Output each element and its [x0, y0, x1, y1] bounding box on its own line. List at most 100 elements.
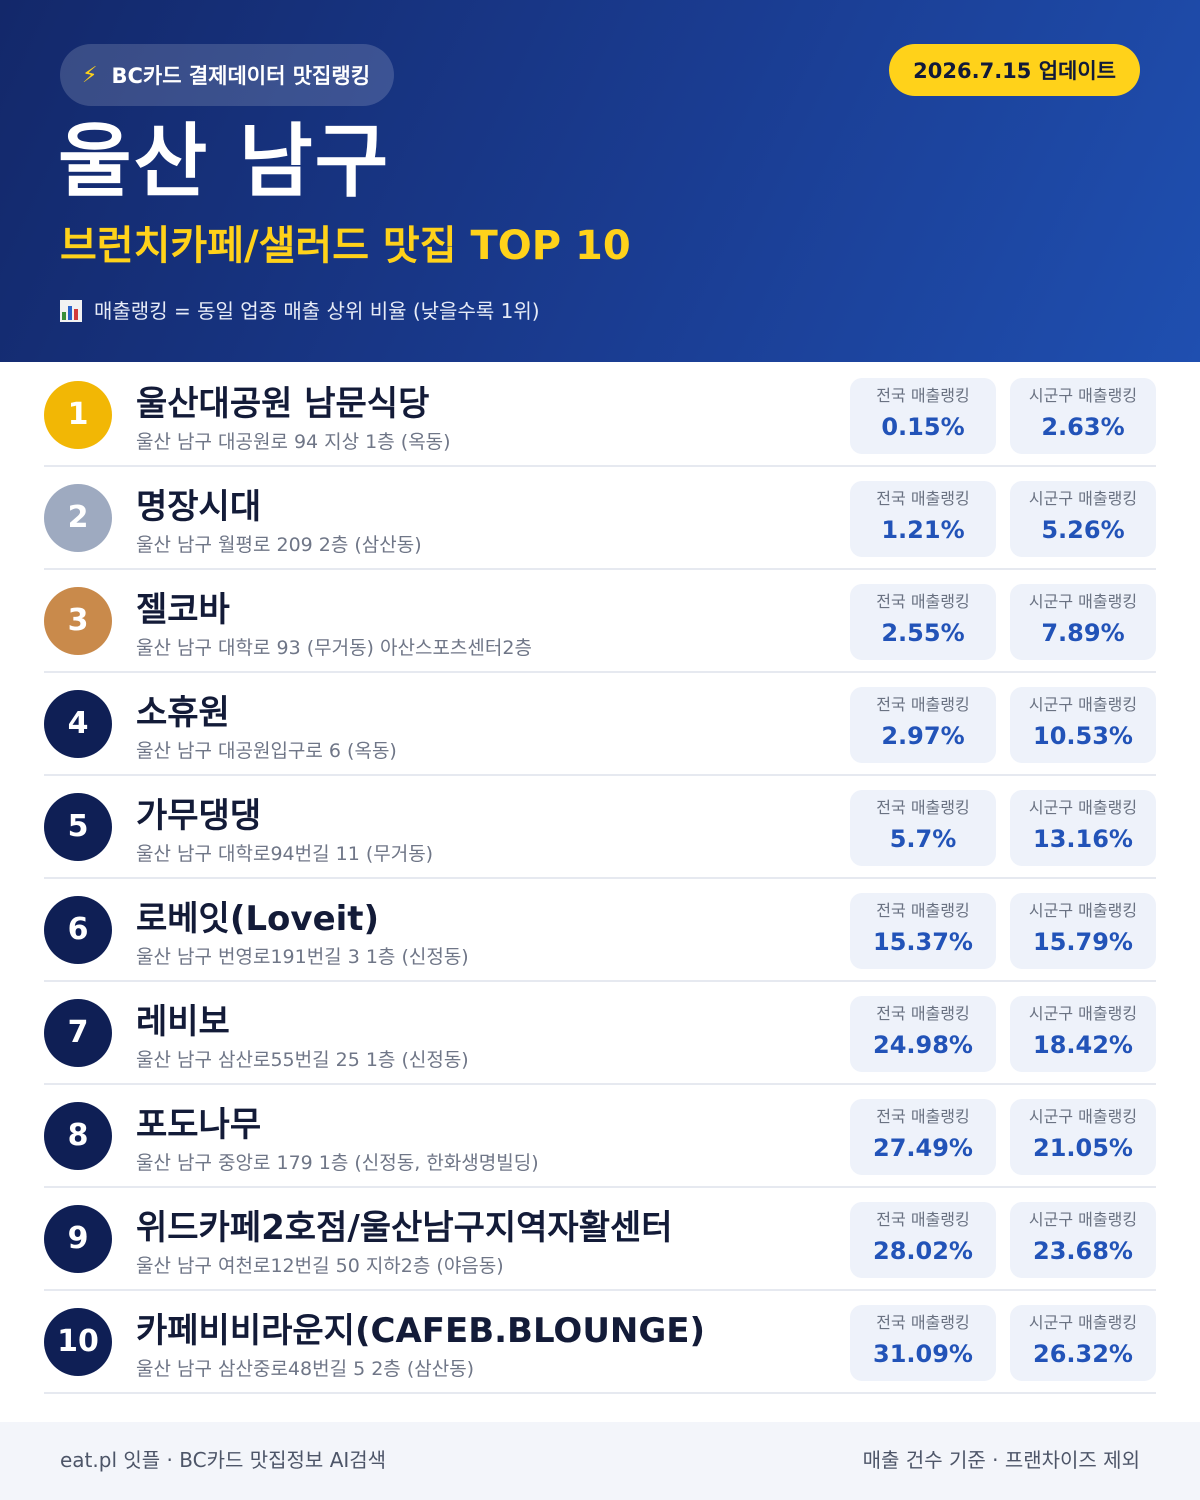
rank-badge: 8: [44, 1101, 112, 1170]
list-item[interactable]: 2 명장시대 울산 남구 월평로 209 2층 (삼산동) 전국 매출랭킹 1.…: [44, 467, 1156, 570]
restaurant-address: 울산 남구 삼산중로48번길 5 2층 (삼산동): [136, 1358, 475, 1380]
ranking-note-text: 매출랭킹 = 동일 업종 매출 상위 비율 (낮을수록 1위): [94, 299, 540, 323]
footer-source: eat.pl 잇플 · BC카드 맛집정보 AI검색: [60, 1448, 387, 1472]
district-ranking-card: 시군구 매출랭킹 5.26%: [1010, 481, 1156, 557]
national-ranking-card: 전국 매출랭킹 31.09%: [850, 1305, 996, 1381]
national-ranking-value: 0.15%: [881, 413, 965, 441]
district-ranking-value: 23.68%: [1033, 1237, 1133, 1265]
district-ranking-card: 시군구 매출랭킹 7.89%: [1010, 584, 1156, 660]
list-item[interactable]: 7 레비보 울산 남구 삼산로55번길 25 1층 (신정동) 전국 매출랭킹 …: [44, 982, 1156, 1085]
district-ranking-card: 시군구 매출랭킹 21.05%: [1010, 1099, 1156, 1175]
national-ranking-label: 전국 매출랭킹: [876, 798, 970, 817]
district-ranking-value: 5.26%: [1041, 516, 1125, 544]
restaurant-address: 울산 남구 삼산로55번길 25 1층 (신정동): [136, 1049, 469, 1071]
source-badge: ⚡ BC카드 결제데이터 맛집랭킹: [60, 44, 395, 106]
national-ranking-label: 전국 매출랭킹: [876, 1313, 970, 1332]
page-subtitle: 브런치카페/샐러드 맛집 TOP 10: [60, 223, 631, 269]
district-ranking-label: 시군구 매출랭킹: [1028, 1004, 1138, 1023]
restaurant-name[interactable]: 위드카페2호점/울산남구지역자활센터: [136, 1208, 673, 1248]
district-ranking-card: 시군구 매출랭킹 23.68%: [1010, 1202, 1156, 1278]
restaurant-name[interactable]: 젤코바: [136, 590, 230, 630]
national-ranking-card: 전국 매출랭킹 15.37%: [850, 893, 996, 969]
rank-badge: 10: [44, 1307, 112, 1376]
district-ranking-value: 26.32%: [1033, 1340, 1133, 1368]
restaurant-address: 울산 남구 대공원로 94 지상 1층 (옥동): [136, 431, 451, 453]
bar-chart-icon: [60, 300, 82, 322]
list-item[interactable]: 5 가무댕댕 울산 남구 대학로94번길 11 (무거동) 전국 매출랭킹 5.…: [44, 776, 1156, 879]
district-ranking-value: 15.79%: [1033, 928, 1133, 956]
lightning-icon: ⚡: [82, 62, 98, 88]
rank-badge: 7: [44, 998, 112, 1067]
restaurant-name[interactable]: 울산대공원 남문식당: [136, 384, 430, 424]
rank-badge: 2: [44, 483, 112, 552]
national-ranking-label: 전국 매출랭킹: [876, 592, 970, 611]
list-item[interactable]: 10 카페비비라운지(CAFEB.BLOUNGE) 울산 남구 삼산중로48번길…: [44, 1291, 1156, 1394]
restaurant-name[interactable]: 포도나무: [136, 1105, 262, 1145]
national-ranking-card: 전국 매출랭킹 1.21%: [850, 481, 996, 557]
district-ranking-label: 시군구 매출랭킹: [1028, 695, 1138, 714]
national-ranking-card: 전국 매출랭킹 2.97%: [850, 687, 996, 763]
district-ranking-label: 시군구 매출랭킹: [1028, 489, 1138, 508]
footer: eat.pl 잇플 · BC카드 맛집정보 AI검색 매출 건수 기준 · 프랜…: [0, 1422, 1200, 1500]
list-item[interactable]: 8 포도나무 울산 남구 중앙로 179 1층 (신정동, 한화생명빌딩) 전국…: [44, 1085, 1156, 1188]
restaurant-address: 울산 남구 대공원입구로 6 (옥동): [136, 740, 397, 762]
rank-badge: 5: [44, 792, 112, 861]
source-badge-label: BC카드 결제데이터 맛집랭킹: [111, 64, 371, 88]
rank-badge: 4: [44, 689, 112, 758]
restaurant-name[interactable]: 레비보: [136, 1002, 230, 1042]
national-ranking-card: 전국 매출랭킹 27.49%: [850, 1099, 996, 1175]
national-ranking-value: 15.37%: [873, 928, 973, 956]
restaurant-address: 울산 남구 중앙로 179 1층 (신정동, 한화생명빌딩): [136, 1152, 539, 1174]
update-date-badge: 2026.7.15 업데이트: [889, 44, 1140, 96]
national-ranking-card: 전국 매출랭킹 5.7%: [850, 790, 996, 866]
district-ranking-label: 시군구 매출랭킹: [1028, 1313, 1138, 1332]
national-ranking-label: 전국 매출랭킹: [876, 695, 970, 714]
list-item[interactable]: 1 울산대공원 남문식당 울산 남구 대공원로 94 지상 1층 (옥동) 전국…: [44, 364, 1156, 467]
list-item[interactable]: 6 로베잇(Loveit) 울산 남구 번영로191번길 3 1층 (신정동) …: [44, 879, 1156, 982]
national-ranking-value: 1.21%: [881, 516, 965, 544]
national-ranking-label: 전국 매출랭킹: [876, 1004, 970, 1023]
restaurant-address: 울산 남구 대학로 93 (무거동) 아산스포츠센터2층: [136, 637, 532, 659]
ranking-note: 매출랭킹 = 동일 업종 매출 상위 비율 (낮을수록 1위): [60, 294, 540, 328]
restaurant-name[interactable]: 로베잇(Loveit): [136, 899, 380, 939]
list-item[interactable]: 4 소휴원 울산 남구 대공원입구로 6 (옥동) 전국 매출랭킹 2.97% …: [44, 673, 1156, 776]
district-ranking-value: 18.42%: [1033, 1031, 1133, 1059]
district-ranking-label: 시군구 매출랭킹: [1028, 592, 1138, 611]
district-ranking-card: 시군구 매출랭킹 26.32%: [1010, 1305, 1156, 1381]
page-title: 울산 남구: [58, 115, 391, 208]
district-ranking-label: 시군구 매출랭킹: [1028, 1107, 1138, 1126]
national-ranking-value: 27.49%: [873, 1134, 973, 1162]
district-ranking-value: 2.63%: [1041, 413, 1125, 441]
restaurant-name[interactable]: 카페비비라운지(CAFEB.BLOUNGE): [136, 1311, 706, 1351]
district-ranking-label: 시군구 매출랭킹: [1028, 798, 1138, 817]
restaurant-list: 1 울산대공원 남문식당 울산 남구 대공원로 94 지상 1층 (옥동) 전국…: [44, 364, 1156, 1394]
restaurant-address: 울산 남구 대학로94번길 11 (무거동): [136, 843, 434, 865]
restaurant-address: 울산 남구 여천로12번길 50 지하2층 (야음동): [136, 1255, 504, 1277]
national-ranking-value: 28.02%: [873, 1237, 973, 1265]
restaurant-name[interactable]: 명장시대: [136, 487, 262, 527]
rank-badge: 1: [44, 380, 112, 449]
national-ranking-card: 전국 매출랭킹 0.15%: [850, 378, 996, 454]
national-ranking-value: 5.7%: [889, 825, 957, 853]
district-ranking-card: 시군구 매출랭킹 15.79%: [1010, 893, 1156, 969]
national-ranking-label: 전국 매출랭킹: [876, 1107, 970, 1126]
restaurant-address: 울산 남구 월평로 209 2층 (삼산동): [136, 534, 422, 556]
national-ranking-value: 2.97%: [881, 722, 965, 750]
list-item[interactable]: 9 위드카페2호점/울산남구지역자활센터 울산 남구 여천로12번길 50 지하…: [44, 1188, 1156, 1291]
district-ranking-value: 21.05%: [1033, 1134, 1133, 1162]
national-ranking-value: 2.55%: [881, 619, 965, 647]
district-ranking-value: 10.53%: [1033, 722, 1133, 750]
restaurant-name[interactable]: 가무댕댕: [136, 796, 262, 836]
district-ranking-value: 7.89%: [1041, 619, 1125, 647]
restaurant-name[interactable]: 소휴원: [136, 693, 230, 733]
district-ranking-card: 시군구 매출랭킹 10.53%: [1010, 687, 1156, 763]
district-ranking-label: 시군구 매출랭킹: [1028, 901, 1138, 920]
national-ranking-value: 31.09%: [873, 1340, 973, 1368]
restaurant-address: 울산 남구 번영로191번길 3 1층 (신정동): [136, 946, 469, 968]
district-ranking-label: 시군구 매출랭킹: [1028, 1210, 1138, 1229]
district-ranking-card: 시군구 매출랭킹 13.16%: [1010, 790, 1156, 866]
list-item[interactable]: 3 젤코바 울산 남구 대학로 93 (무거동) 아산스포츠센터2층 전국 매출…: [44, 570, 1156, 673]
footer-criteria: 매출 건수 기준 · 프랜차이즈 제외: [862, 1448, 1140, 1472]
national-ranking-value: 24.98%: [873, 1031, 973, 1059]
header-banner: ⚡ BC카드 결제데이터 맛집랭킹 2026.7.15 업데이트 울산 남구 브…: [0, 0, 1200, 362]
